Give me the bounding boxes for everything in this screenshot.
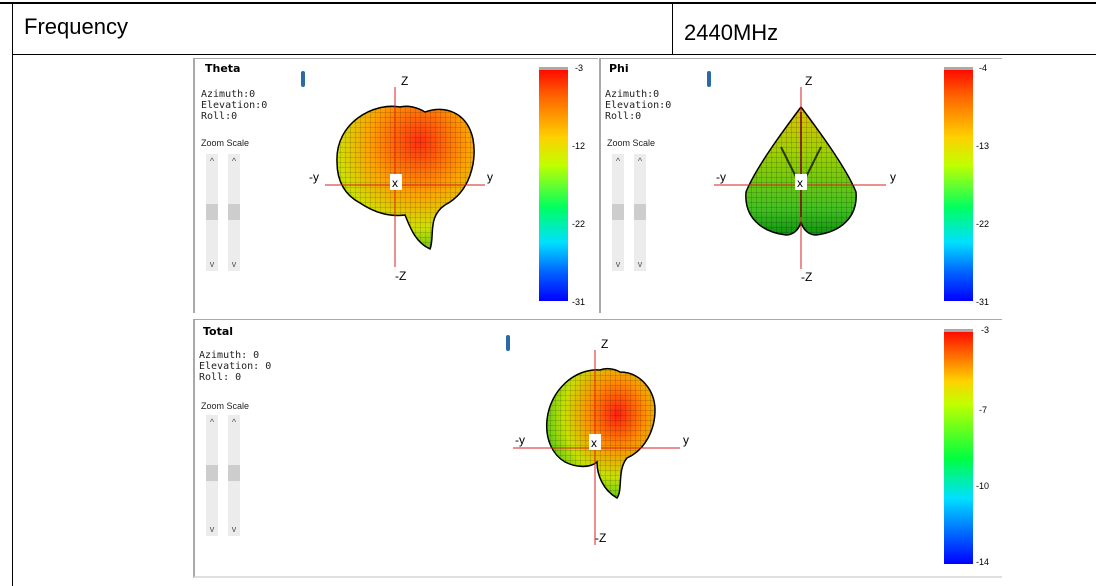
- axis-label-z: Z: [601, 337, 608, 351]
- axis-label-neg-z: -Z: [395, 269, 406, 283]
- scroll-thumb[interactable]: [206, 204, 218, 220]
- total-pattern-plot[interactable]: Z -Z y -y x: [505, 330, 725, 560]
- table-row-divider: [12, 54, 1096, 55]
- scale-scrollbar[interactable]: ^ v: [634, 154, 646, 271]
- colorbar-tick: -22: [976, 219, 990, 229]
- axis-label-neg-z: -Z: [801, 270, 812, 284]
- azimuth-readout: Azimuth:0: [201, 89, 256, 100]
- scroll-down-arrow[interactable]: v: [231, 259, 237, 269]
- axis-label-z: Z: [401, 74, 408, 88]
- orientation-marker-icon: [301, 71, 305, 87]
- total-colorbar: [944, 329, 973, 564]
- axis-label-neg-y: -y: [309, 170, 319, 184]
- axis-label-y: y: [487, 170, 493, 184]
- roll-readout: Roll:0: [201, 111, 238, 122]
- scroll-down-arrow[interactable]: v: [209, 524, 215, 534]
- colorbar-tick: -13: [976, 141, 990, 151]
- total-panel: Total Azimuth: 0 Elevation: 0 Roll: 0 Zo…: [193, 319, 1002, 578]
- axis-label-neg-y: -y: [515, 433, 525, 447]
- colorbar-tick: -4: [979, 63, 988, 73]
- scroll-thumb[interactable]: [228, 465, 240, 481]
- panel-title: Total: [203, 325, 234, 338]
- scroll-up-arrow[interactable]: ^: [231, 417, 237, 427]
- scroll-down-arrow[interactable]: v: [615, 259, 621, 269]
- phi-colorbar: [944, 67, 973, 301]
- zoom-scrollbar[interactable]: ^ v: [206, 154, 218, 271]
- colorbar-tick: -22: [572, 219, 586, 229]
- phi-panel: Phi Azimuth:0 Elevation:0 Roll:0 Zoom Sc…: [599, 58, 1002, 313]
- colorbar-tick: -7: [979, 405, 988, 415]
- table-column-divider: [672, 3, 673, 55]
- scroll-thumb[interactable]: [228, 204, 240, 220]
- theta-colorbar: [539, 67, 568, 301]
- scroll-up-arrow[interactable]: ^: [637, 156, 643, 166]
- axis-label-z: Z: [805, 74, 812, 88]
- elevation-readout: Elevation: 0: [199, 361, 272, 372]
- roll-readout: Roll:0: [605, 111, 642, 122]
- panel-title: Theta: [205, 62, 241, 75]
- table-left-border: [12, 3, 13, 586]
- axis-label-x: x: [392, 176, 398, 190]
- scroll-down-arrow[interactable]: v: [209, 259, 215, 269]
- axis-label-x: x: [591, 436, 597, 450]
- scroll-up-arrow[interactable]: ^: [231, 156, 237, 166]
- table-top-border: [0, 2, 1096, 4]
- zoom-scrollbar[interactable]: ^ v: [612, 154, 624, 271]
- elevation-readout: Elevation:0: [201, 100, 268, 111]
- theta-panel: Theta Azimuth:0 Elevation:0 Roll:0 Zoom …: [193, 58, 598, 313]
- scale-scrollbar[interactable]: ^ v: [228, 154, 240, 271]
- scroll-up-arrow[interactable]: ^: [615, 156, 621, 166]
- axis-label-y: y: [683, 433, 689, 447]
- phi-pattern-plot[interactable]: Z -Z y -y x: [706, 67, 946, 307]
- scroll-up-arrow[interactable]: ^: [209, 417, 215, 427]
- panel-title: Phi: [609, 62, 629, 75]
- zoom-scrollbar[interactable]: ^ v: [206, 415, 218, 536]
- orientation-marker-icon: [506, 335, 510, 351]
- axis-label-neg-y: -y: [716, 170, 726, 184]
- frequency-label: Frequency: [24, 14, 128, 39]
- orientation-marker-icon: [707, 71, 711, 87]
- scroll-thumb[interactable]: [634, 204, 646, 220]
- colorbar-tick: -31: [976, 297, 990, 307]
- colorbar-tick: -12: [572, 141, 586, 151]
- colorbar-tick: -14: [976, 557, 990, 567]
- axis-label-neg-z: -Z: [595, 531, 606, 545]
- azimuth-readout: Azimuth:0: [605, 89, 660, 100]
- zoom-scale-label: Zoom Scale: [201, 138, 250, 148]
- colorbar-tick: -31: [572, 297, 586, 307]
- colorbar-tick: -3: [575, 63, 584, 73]
- scroll-thumb[interactable]: [612, 204, 624, 220]
- scale-scrollbar[interactable]: ^ v: [228, 415, 240, 536]
- axis-label-x: x: [797, 176, 803, 190]
- zoom-scale-label: Zoom Scale: [201, 401, 250, 411]
- theta-pattern-plot[interactable]: Z -Z y -y x: [295, 67, 535, 307]
- axis-label-y: y: [890, 170, 896, 184]
- frequency-value: 2440MHz: [684, 20, 779, 45]
- colorbar-tick: -3: [981, 325, 990, 335]
- scroll-down-arrow[interactable]: v: [637, 259, 643, 269]
- elevation-readout: Elevation:0: [605, 100, 672, 111]
- azimuth-readout: Azimuth: 0: [199, 350, 260, 361]
- zoom-scale-label: Zoom Scale: [607, 138, 656, 148]
- colorbar-tick: -10: [976, 481, 990, 491]
- scroll-down-arrow[interactable]: v: [231, 524, 237, 534]
- roll-readout: Roll: 0: [199, 372, 242, 383]
- scroll-up-arrow[interactable]: ^: [209, 156, 215, 166]
- scroll-thumb[interactable]: [206, 465, 218, 481]
